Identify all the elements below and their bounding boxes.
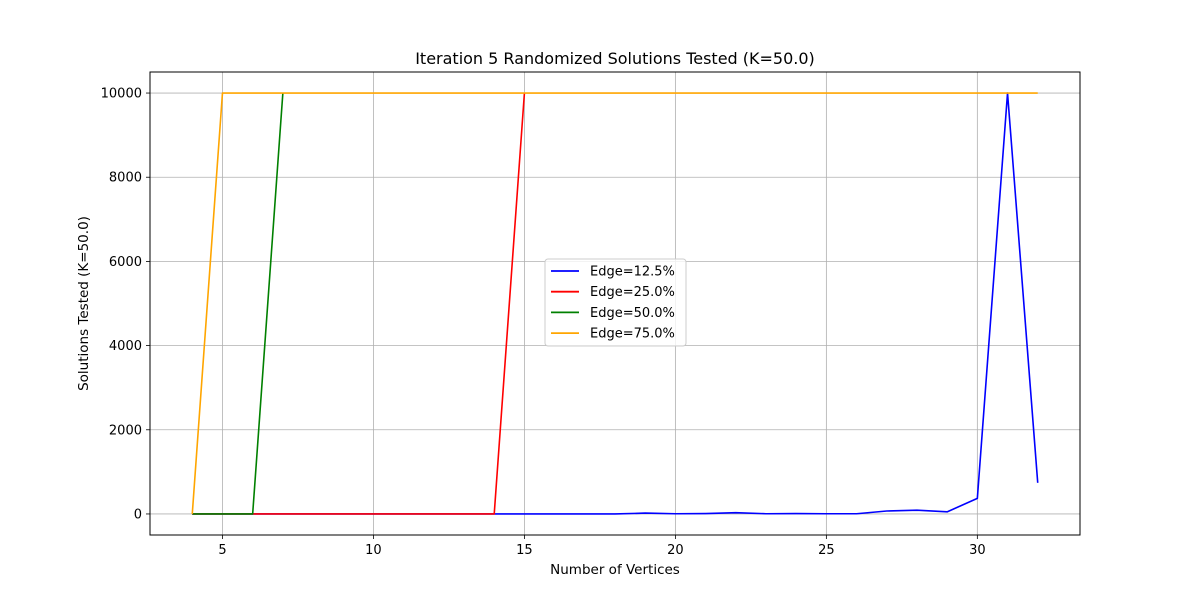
x-tick-label: 30 [969, 543, 986, 558]
legend-label-2: Edge=25.0% [590, 285, 675, 300]
y-tick-label: 0 [134, 507, 142, 522]
ticks: 5 10 15 20 25 30 0 2000 4000 6000 8000 10000 [101, 87, 986, 558]
legend-label-3: Edge=50.0% [590, 306, 675, 321]
x-tick-label: 5 [218, 543, 226, 558]
series-group [191, 92, 1039, 515]
chart-title: Iteration 5 Randomized Solutions Tested … [415, 49, 815, 68]
legend-label-4: Edge=75.0% [590, 327, 675, 342]
y-tick-label: 8000 [109, 171, 142, 186]
series-line-4 [191, 92, 1038, 515]
x-tick-label: 15 [516, 543, 533, 558]
y-axis-label: Solutions Tested (K=50.0) [76, 216, 92, 391]
y-tick-label: 4000 [109, 339, 142, 354]
x-tick-label: 10 [365, 543, 382, 558]
legend-box [544, 258, 687, 347]
y-tick-label: 2000 [109, 423, 142, 438]
y-tick-label: 6000 [109, 255, 142, 270]
legend: Edge=12.5% Edge=25.0% Edge=50.0% Edge=75.0% [544, 258, 687, 347]
x-tick-label: 25 [818, 543, 835, 558]
x-tick-label: 20 [667, 543, 684, 558]
series-line-3 [192, 92, 284, 515]
legend-label-1: Edge=12.5% [590, 265, 675, 280]
y-tick-label: 10000 [101, 87, 142, 102]
plot-frame [149, 71, 1081, 536]
x-axis-label: Number of Vertices [550, 562, 680, 578]
